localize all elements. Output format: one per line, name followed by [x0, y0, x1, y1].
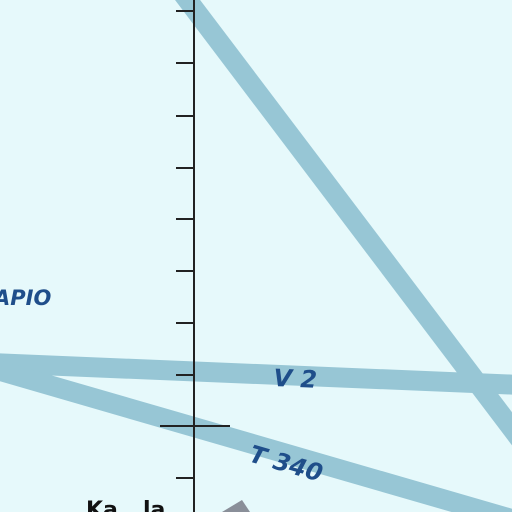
place-label-partial: Ka...la [86, 498, 166, 512]
partial-arrow-icon [222, 500, 250, 512]
airway-diagonal [175, 0, 512, 446]
airway-v2-label: V 2 [272, 364, 318, 394]
tick-scale-line [160, 0, 230, 512]
fix-label: APIO [0, 286, 52, 310]
airway-v2 [0, 353, 512, 395]
airway-t340 [0, 360, 512, 512]
